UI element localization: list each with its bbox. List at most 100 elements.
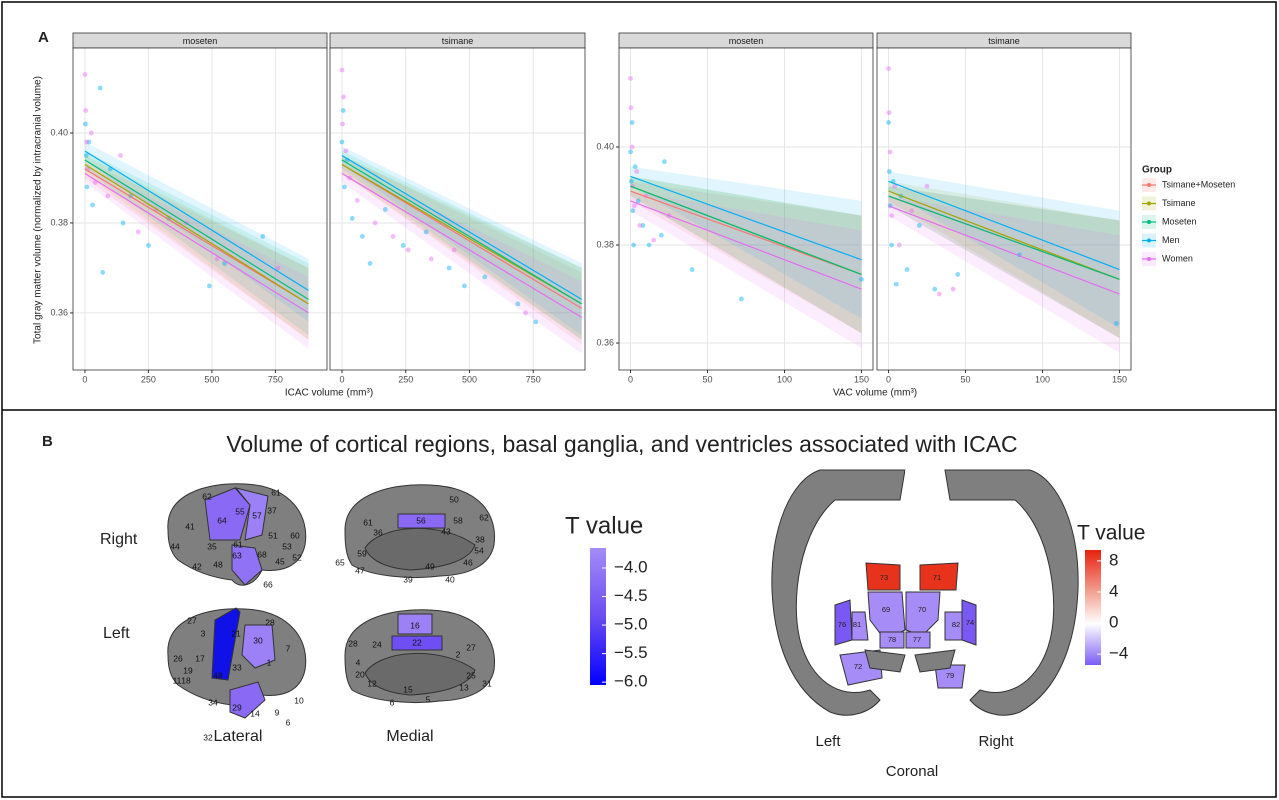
region-label: 77 [913, 635, 921, 644]
region-label: 7 [286, 643, 291, 653]
scatter-point [121, 221, 126, 226]
region-label: 47 [355, 565, 365, 575]
region-label: 81 [853, 620, 861, 629]
scatter-point [89, 131, 94, 136]
region-label: 48 [213, 670, 223, 680]
facet: moseten0250500750 [73, 33, 327, 384]
region-label: 36 [373, 527, 383, 537]
legend-label: Tsimane+Moseten [1162, 179, 1235, 189]
coronal-drawing [772, 470, 1078, 715]
scatter-point [859, 277, 864, 282]
region-label: 61 [271, 487, 281, 497]
y-tick-label: 0.36 [596, 337, 614, 347]
region-label: 44 [170, 541, 180, 551]
scatter-point [631, 243, 636, 248]
region-label: 79 [946, 671, 954, 680]
region-label: 14 [250, 708, 260, 718]
region-label: 53 [282, 541, 292, 551]
legend-key-point [1147, 239, 1151, 243]
scatter-point [98, 86, 103, 91]
region-label: 69 [882, 605, 890, 614]
region-label: 55 [235, 506, 245, 516]
scatter-point [888, 150, 893, 155]
scatter-point [647, 243, 652, 248]
region-label: 73 [880, 573, 888, 582]
scatter-point [340, 68, 345, 73]
region-label: 30 [253, 635, 263, 645]
scatter-point [651, 238, 656, 243]
y-tick-label: 0.40 [50, 127, 68, 137]
scatter-point [889, 243, 894, 248]
x-tick-label: 750 [526, 374, 541, 384]
legend-label: Women [1162, 253, 1193, 263]
region-label: 61 [233, 539, 243, 549]
scatter-point [905, 267, 910, 272]
region-label: 62 [479, 512, 489, 522]
strip-label: tsimane [442, 36, 474, 46]
legend-label: Tsimane [1162, 198, 1196, 208]
region-label: 49 [425, 561, 435, 571]
scatter-point [84, 153, 89, 158]
scatter-point [909, 208, 914, 213]
scatter-point [887, 110, 892, 115]
view-label: Medial [386, 728, 433, 745]
scatter-point [341, 108, 346, 113]
scatter-point [452, 248, 457, 253]
row-label: Right [100, 531, 138, 548]
scatter-point [632, 203, 637, 208]
region-label: 38 [475, 534, 485, 544]
region-label: 26 [173, 653, 183, 663]
region-label: 46 [463, 557, 473, 567]
colorbar-tick-label: −5.0 [614, 615, 648, 634]
x-tick-label: 250 [398, 374, 413, 384]
legend-key-point [1147, 257, 1151, 261]
x-tick-label: 750 [268, 374, 283, 384]
x-tick-label: 100 [1035, 374, 1050, 384]
legend-label: Men [1162, 235, 1180, 245]
region-label: 58 [453, 515, 463, 525]
region-label: 6 [390, 697, 395, 707]
scatter-point [955, 272, 960, 277]
region-label: 57 [252, 510, 262, 520]
scatter-point [447, 266, 452, 271]
x-tick-label: 0 [339, 374, 344, 384]
scatter-point [925, 184, 930, 189]
region-label: 48 [213, 559, 223, 569]
x-tick-label: 50 [703, 374, 713, 384]
region-label: 50 [449, 494, 459, 504]
x-tick-label: 150 [854, 374, 869, 384]
facet: tsimane050100150 [877, 33, 1131, 384]
scatter-point [401, 243, 406, 248]
region-label: 17 [195, 653, 205, 663]
region-label: 45 [275, 556, 285, 566]
scatter-point [424, 230, 429, 235]
region-label: 4 [356, 657, 361, 667]
region-label: 78 [888, 635, 896, 644]
region-label: 19 [183, 665, 193, 675]
scatter-point [739, 297, 744, 302]
colorbar-title: T value [565, 512, 643, 539]
scatter-point [637, 223, 642, 228]
scatter-point [84, 140, 89, 145]
region-label: 27 [187, 615, 197, 625]
scatter-point [886, 120, 891, 125]
x-tick-label: 0 [886, 374, 891, 384]
region-label: 39 [403, 574, 413, 584]
legend-key-point [1147, 202, 1151, 206]
scatter-point [350, 216, 355, 221]
scatter-point [630, 145, 635, 150]
region-label: 33 [232, 662, 242, 672]
colorbar-tick-label: 4 [1109, 581, 1118, 600]
y-tick-label: 0.38 [50, 217, 68, 227]
scatter-point [136, 230, 141, 235]
region-label: 5 [426, 694, 431, 704]
x-tick-label: 250 [141, 374, 156, 384]
scatter-point [628, 150, 633, 155]
scatter-point [887, 169, 892, 174]
y-tick-label: 0.36 [50, 307, 68, 317]
colorbar-tick-label: −6.0 [614, 672, 648, 691]
scatter-point [629, 105, 634, 110]
region-label: 70 [918, 605, 926, 614]
scatter-point [889, 213, 894, 218]
